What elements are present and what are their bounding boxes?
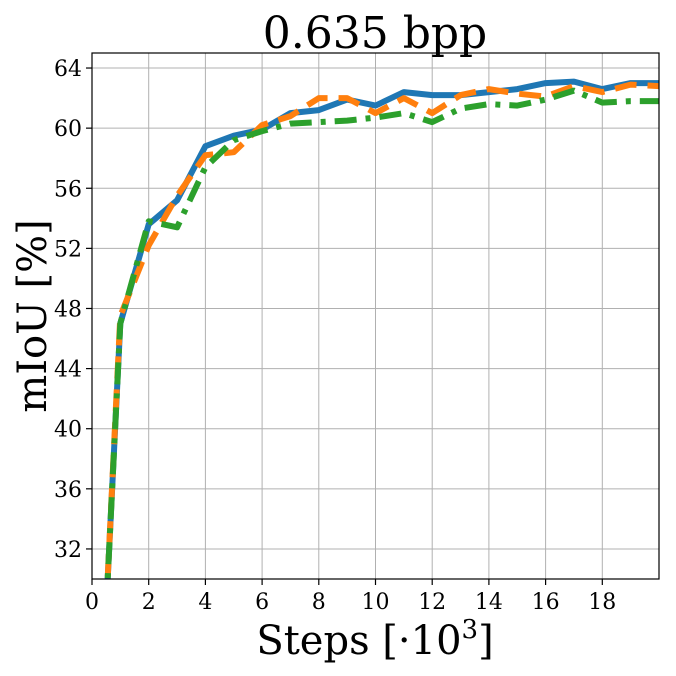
y-tick-label: 40 bbox=[54, 418, 82, 443]
x-tick-label: 12 bbox=[418, 590, 446, 615]
series-line-3 bbox=[104, 87, 659, 579]
y-tick-label: 52 bbox=[54, 237, 82, 262]
y-tick-label: 36 bbox=[54, 478, 82, 503]
x-tick-label: 16 bbox=[532, 590, 560, 615]
y-tick-label: 48 bbox=[54, 297, 82, 322]
series-line-1 bbox=[104, 78, 659, 579]
x-tick-label: 4 bbox=[198, 590, 212, 615]
x-tick-label: 8 bbox=[312, 590, 326, 615]
y-axis-label: mIoU [%] bbox=[10, 219, 56, 412]
y-tick-label: 44 bbox=[54, 358, 82, 383]
x-tick-label: 6 bbox=[255, 590, 269, 615]
x-axis-label-main: Steps [·10 bbox=[256, 618, 461, 664]
x-axis-label-suffix: ] bbox=[478, 618, 494, 664]
x-axis-label-exponent: 3 bbox=[462, 615, 479, 645]
x-tick-label: 18 bbox=[588, 590, 616, 615]
grid-layer bbox=[91, 53, 659, 579]
y-tick-label: 56 bbox=[54, 177, 82, 202]
y-tick-label: 60 bbox=[54, 117, 82, 142]
x-tick-label: 14 bbox=[475, 590, 503, 615]
tick-layer: 0 2 4 6 8 10 12 14 16 18 32 36 40 44 48 52 56 60 64 bbox=[54, 57, 616, 615]
x-tick-label: 2 bbox=[142, 590, 156, 615]
x-axis-label: Steps [·103] bbox=[256, 615, 493, 664]
series-line-2 bbox=[104, 81, 659, 579]
chart-title: 0.635 bpp bbox=[263, 8, 487, 59]
x-tick-label: 10 bbox=[362, 590, 390, 615]
x-tick-label: 0 bbox=[85, 590, 99, 615]
y-tick-label: 64 bbox=[54, 57, 82, 82]
y-tick-label: 32 bbox=[54, 538, 82, 563]
series-layer bbox=[104, 78, 659, 579]
